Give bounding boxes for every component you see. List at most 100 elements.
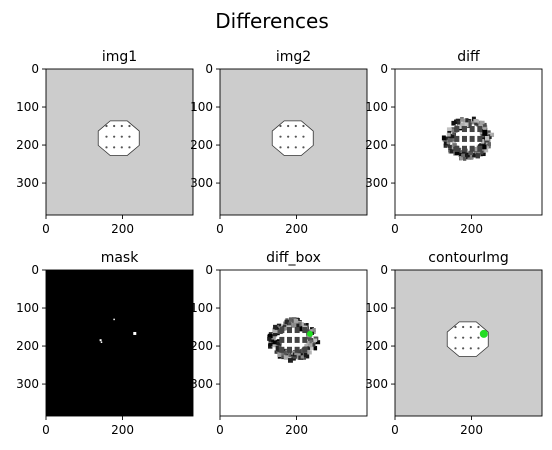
dot-mark bbox=[120, 135, 123, 138]
dot-mark bbox=[279, 146, 282, 149]
image-area bbox=[46, 69, 193, 215]
y-tick-label: 300 bbox=[365, 377, 388, 391]
mask-speck bbox=[113, 318, 115, 321]
diff-speck bbox=[465, 118, 469, 123]
x-tick-label: 0 bbox=[216, 222, 224, 236]
diff-block bbox=[454, 145, 460, 152]
diff-block bbox=[302, 327, 308, 334]
y-tick-label: 300 bbox=[190, 176, 213, 190]
y-tick-label: 100 bbox=[365, 100, 388, 114]
axes-title: mask bbox=[101, 250, 140, 266]
dot-mark bbox=[477, 336, 480, 339]
diff-block bbox=[286, 327, 292, 334]
diff-speck bbox=[445, 142, 451, 147]
diff-speck bbox=[267, 337, 271, 341]
image-background bbox=[46, 270, 193, 416]
x-tick-label: 200 bbox=[111, 423, 134, 437]
diff-speck bbox=[475, 154, 480, 159]
diff-speck bbox=[268, 336, 274, 342]
diff-speck bbox=[489, 132, 495, 138]
diff-speck bbox=[485, 135, 490, 141]
diff-speck bbox=[458, 124, 462, 129]
y-tick-label: 300 bbox=[16, 377, 39, 391]
octagon-shape bbox=[271, 120, 314, 156]
dot-mark bbox=[302, 146, 305, 149]
diff-block bbox=[294, 336, 300, 343]
dot-mark bbox=[462, 336, 465, 339]
dot-mark bbox=[113, 146, 116, 149]
diff-speck bbox=[477, 120, 482, 124]
diff-speck bbox=[451, 128, 455, 133]
diff-speck bbox=[293, 318, 299, 324]
diff-speck bbox=[297, 353, 301, 358]
diff-speck bbox=[313, 345, 318, 351]
subplot-mask: mask 0 200 0 100 200 300 bbox=[16, 250, 194, 437]
y-tick-label: 200 bbox=[190, 138, 213, 152]
y-tick-label: 0 bbox=[205, 62, 213, 76]
diff-speck bbox=[288, 358, 293, 363]
diff-speck bbox=[300, 355, 304, 359]
diff-speck bbox=[468, 150, 474, 155]
mask-speck bbox=[99, 339, 102, 342]
diff-speck bbox=[446, 132, 451, 137]
diff-speck bbox=[452, 143, 457, 148]
diff-speck bbox=[463, 122, 468, 128]
x-tick-label: 200 bbox=[285, 222, 308, 236]
dot-mark bbox=[454, 325, 457, 329]
dot-mark bbox=[454, 336, 457, 339]
image-background bbox=[395, 69, 542, 215]
diff-speck bbox=[487, 130, 491, 134]
diff-speck bbox=[482, 127, 487, 132]
diff-speck bbox=[441, 135, 446, 141]
y-tick-label: 300 bbox=[16, 176, 39, 190]
diff-speck bbox=[288, 353, 292, 358]
dot-mark bbox=[454, 347, 457, 350]
dot-mark bbox=[287, 124, 290, 128]
octagon-shape bbox=[97, 120, 140, 156]
diff-speck bbox=[309, 327, 314, 331]
y-tick-label: 300 bbox=[190, 377, 213, 391]
diff-speck bbox=[310, 338, 315, 342]
x-tick-label: 0 bbox=[42, 222, 50, 236]
diff-speck bbox=[487, 142, 491, 147]
diff-speck bbox=[277, 352, 282, 358]
diff-speck bbox=[273, 342, 279, 348]
axes-frame bbox=[394, 68, 543, 216]
diff-speck bbox=[457, 121, 461, 126]
diff-speck bbox=[276, 323, 282, 327]
diff-block bbox=[461, 145, 467, 152]
diff-speck bbox=[447, 144, 452, 149]
diff-block bbox=[469, 145, 475, 152]
diff-speck bbox=[292, 355, 298, 359]
diff-speck bbox=[480, 139, 485, 144]
diff-speck bbox=[285, 349, 289, 354]
diff-speck bbox=[480, 151, 484, 155]
diff-block bbox=[461, 126, 467, 133]
dot-mark bbox=[287, 146, 290, 149]
y-tick-label: 0 bbox=[31, 62, 39, 76]
diff-block bbox=[302, 346, 308, 353]
axes-title: img2 bbox=[276, 49, 311, 65]
diff-speck bbox=[304, 344, 310, 348]
diff-speck bbox=[288, 317, 293, 323]
diff-block bbox=[477, 145, 483, 152]
axes-title: diff bbox=[457, 49, 480, 65]
y-tick-label: 200 bbox=[16, 339, 39, 353]
y-tick-label: 0 bbox=[205, 263, 213, 277]
diff-block bbox=[286, 346, 292, 353]
dot-mark bbox=[113, 124, 116, 128]
axes-title: img1 bbox=[102, 49, 137, 65]
diff-speck bbox=[451, 137, 456, 142]
diff-speck bbox=[446, 127, 452, 131]
diff-speck bbox=[480, 120, 485, 125]
dot-mark bbox=[294, 135, 297, 138]
diff-block bbox=[279, 327, 285, 334]
image-background bbox=[220, 270, 367, 416]
y-tick-label: 200 bbox=[365, 339, 388, 353]
diff-speck bbox=[465, 154, 469, 158]
dot-mark bbox=[120, 146, 123, 149]
diff-speck bbox=[451, 120, 456, 126]
diff-speck bbox=[300, 322, 304, 326]
y-tick-label: 0 bbox=[380, 62, 388, 76]
